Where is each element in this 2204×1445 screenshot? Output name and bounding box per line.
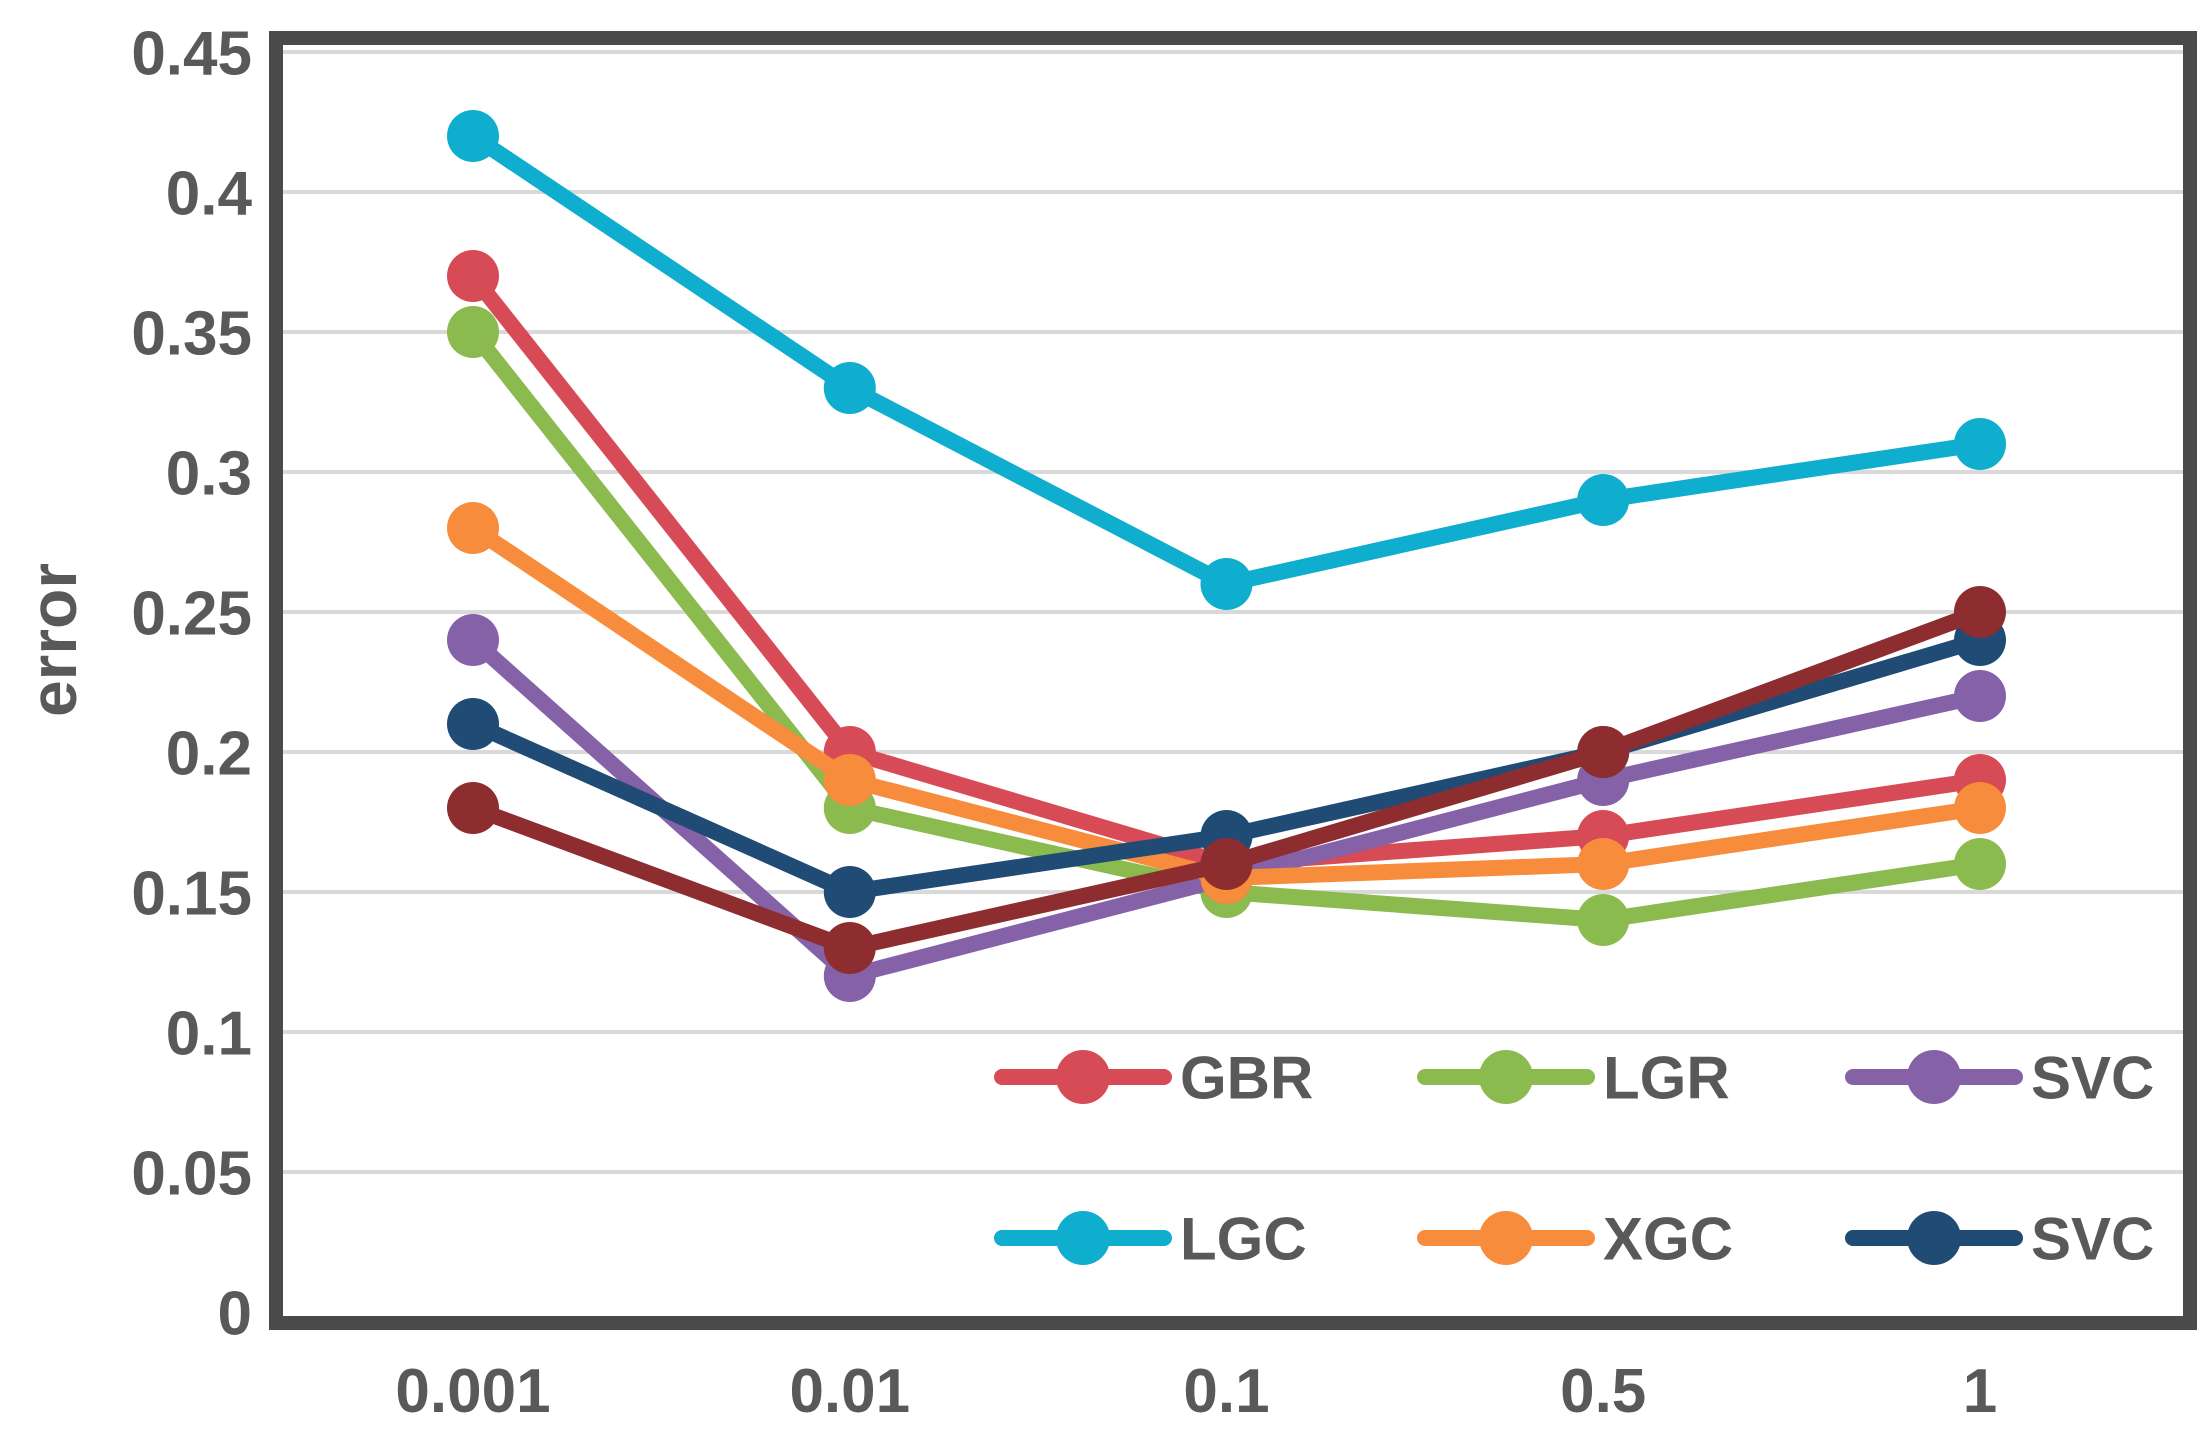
y-tick-label: 0 xyxy=(218,1279,252,1348)
series-marker xyxy=(1954,586,2006,638)
y-axis-tick-labels: 0 0.05 0.1 0.15 0.2 0.25 0.3 0.35 0.4 0.45 xyxy=(131,19,252,1348)
y-axis-title: error xyxy=(16,563,90,717)
legend-label: SVC xyxy=(2031,1206,2154,1273)
series-marker xyxy=(447,110,499,162)
legend-label: LGR xyxy=(1603,1045,1730,1112)
legend-label: GBR xyxy=(1180,1045,1313,1112)
x-tick-label: 0.001 xyxy=(395,1357,550,1426)
series-marker xyxy=(823,754,876,806)
series-marker xyxy=(447,614,499,666)
series-marker xyxy=(1954,418,2006,470)
series-marker xyxy=(1200,558,1253,610)
y-tick-label: 0.3 xyxy=(166,439,252,508)
y-tick-label: 0.1 xyxy=(166,999,252,1068)
series-marker xyxy=(1200,838,1253,890)
legend-item-lgc-3: LGC xyxy=(994,1206,1307,1273)
legend-swatch-marker xyxy=(1479,1211,1533,1265)
legend-item-xgc-4: XGC xyxy=(1417,1206,1733,1273)
series-marker xyxy=(1954,670,2006,722)
y-tick-label: 0.35 xyxy=(131,299,252,368)
series-marker xyxy=(1577,838,1630,890)
series-marker xyxy=(823,922,876,974)
series-marker xyxy=(823,866,876,918)
legend-item-svc-5: SVC xyxy=(1845,1206,2154,1273)
series-marker xyxy=(1954,838,2006,890)
y-tick-label: 0.2 xyxy=(166,719,252,788)
series-marker xyxy=(447,502,499,554)
plot-frame xyxy=(269,31,2197,1330)
legend-item-svc-2: SVC xyxy=(1845,1045,2154,1112)
x-tick-label: 0.5 xyxy=(1560,1357,1646,1426)
legend: GBR LGR SVC LGC XGC SVC xyxy=(994,1045,2154,1273)
x-tick-label: 0.01 xyxy=(789,1357,910,1426)
legend-label: SVC xyxy=(2031,1045,2154,1112)
y-tick-label: 0.4 xyxy=(166,159,253,228)
y-tick-label: 0.15 xyxy=(131,859,252,928)
y-tick-label: 0.25 xyxy=(131,579,252,648)
legend-label: XGC xyxy=(1603,1206,1733,1273)
legend-swatch-marker xyxy=(1056,1211,1110,1265)
gridlines xyxy=(283,50,2183,1174)
legend-label: LGC xyxy=(1180,1206,1307,1273)
series-marker xyxy=(1954,782,2006,834)
series-unlabeled-dark-red xyxy=(447,586,2006,974)
legend-swatch-marker xyxy=(1056,1050,1110,1104)
y-tick-label: 0.05 xyxy=(131,1139,252,1208)
series-marker xyxy=(823,362,876,414)
series-marker xyxy=(447,698,499,750)
x-tick-label: 0.1 xyxy=(1183,1357,1269,1426)
series-marker xyxy=(447,782,499,834)
legend-swatch-marker xyxy=(1479,1050,1533,1104)
x-axis-tick-labels: 0.001 0.01 0.1 0.5 1 xyxy=(395,1357,1997,1426)
series-lgc-3 xyxy=(447,110,2006,610)
series-marker xyxy=(1577,474,1630,526)
series-marker xyxy=(447,250,499,302)
series-marker xyxy=(1577,894,1630,946)
y-tick-label: 0.45 xyxy=(131,19,252,88)
legend-swatch-marker xyxy=(1907,1211,1961,1265)
x-tick-label: 1 xyxy=(1963,1357,1997,1426)
legend-swatch-marker xyxy=(1907,1050,1961,1104)
legend-item-gbr-0: GBR xyxy=(994,1045,1313,1112)
series-marker xyxy=(1577,726,1630,778)
series-marker xyxy=(447,306,499,358)
legend-item-lgr-1: LGR xyxy=(1417,1045,1730,1112)
series-line xyxy=(465,128,1988,592)
